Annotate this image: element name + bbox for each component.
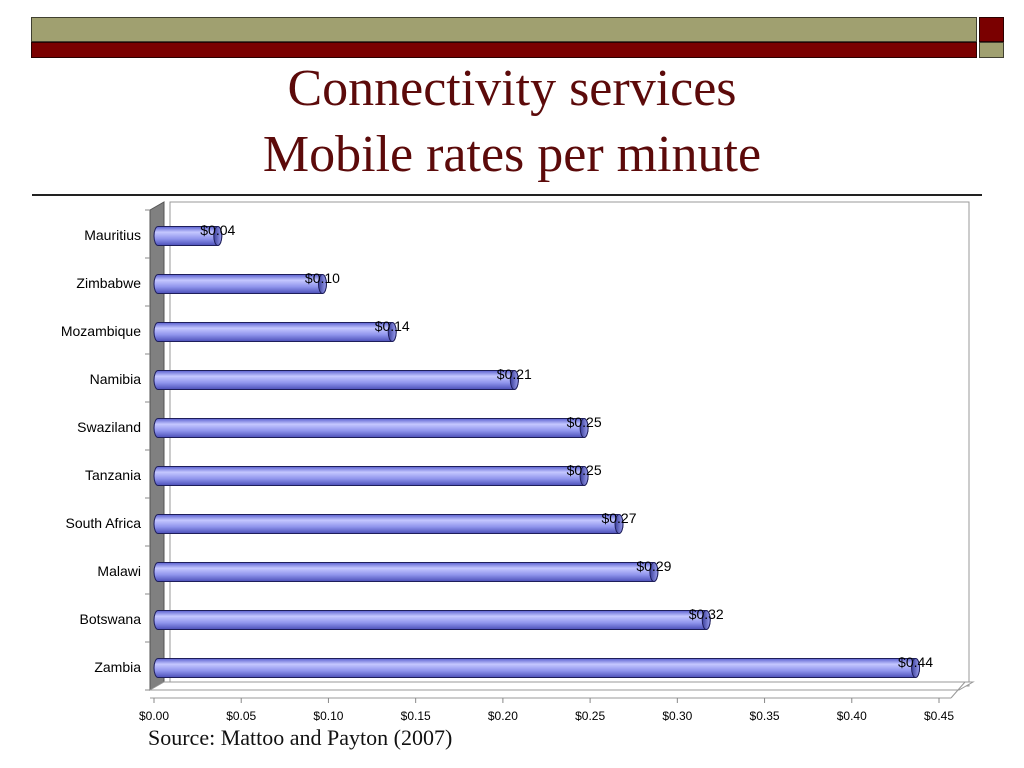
bar [153,562,659,582]
slide-title: Connectivity services Mobile rates per m… [0,56,1024,188]
value-label: $0.25 [567,414,602,430]
bar [153,658,921,678]
value-label: $0.29 [636,558,671,574]
header-square-olive [979,42,1004,58]
category-label: Swaziland [77,419,141,435]
source-note: Source: Mattoo and Payton (2007) [148,725,453,750]
value-label: $0.14 [375,318,410,334]
value-label: $0.44 [898,654,933,670]
title-divider [32,194,982,196]
bar [153,322,397,342]
x-tick-label: $0.40 [837,709,867,723]
bar-end-cap [701,610,711,630]
header-band-maroon [31,42,977,58]
bar [153,514,624,534]
bar-end-cap [649,562,659,582]
category-label: Malawi [97,563,141,579]
category-label: Mozambique [61,323,141,339]
title-line-2: Mobile rates per minute [262,126,762,183]
x-tick-label: $0.15 [401,709,431,723]
category-label: Zambia [94,659,141,675]
bar [153,274,327,294]
bar-end-cap [387,322,397,342]
x-axis-depth-line [950,681,966,699]
value-label: $0.27 [601,510,636,526]
bar-end-cap [509,370,519,390]
bar [153,466,589,486]
bar-end-cap [213,226,223,246]
bar-end-cap [911,658,921,678]
bar-end-cap [579,466,589,486]
bar [153,370,519,390]
category-label: South Africa [66,515,142,531]
x-tick-label: $0.35 [750,709,780,723]
plot-floor [148,681,975,691]
value-label: $0.32 [689,606,724,622]
x-tick-label: $0.05 [226,709,256,723]
header-square-maroon [979,17,1004,42]
category-label: Tanzania [85,467,141,483]
x-tick-label: $0.20 [488,709,518,723]
title-line-1: Connectivity services [287,60,737,117]
x-tick-label: $0.25 [575,709,605,723]
x-tick-label: $0.45 [924,709,954,723]
x-tick-label: $0.00 [139,709,169,723]
bar [153,418,589,438]
category-label: Zimbabwe [76,275,141,291]
value-label: $0.25 [567,462,602,478]
category-label: Botswana [80,611,142,627]
category-label: Namibia [90,371,142,387]
x-tick-label: $0.10 [313,709,343,723]
value-label: $0.10 [305,270,340,286]
header-band-olive [31,17,977,42]
bar [153,610,711,630]
bar-end-cap [317,274,327,294]
category-label: Mauritius [84,227,141,243]
bar-end-cap [614,514,624,534]
x-tick-label: $0.30 [662,709,692,723]
bar-end-cap [579,418,589,438]
value-label: $0.21 [497,366,532,382]
value-label: $0.04 [200,222,235,238]
